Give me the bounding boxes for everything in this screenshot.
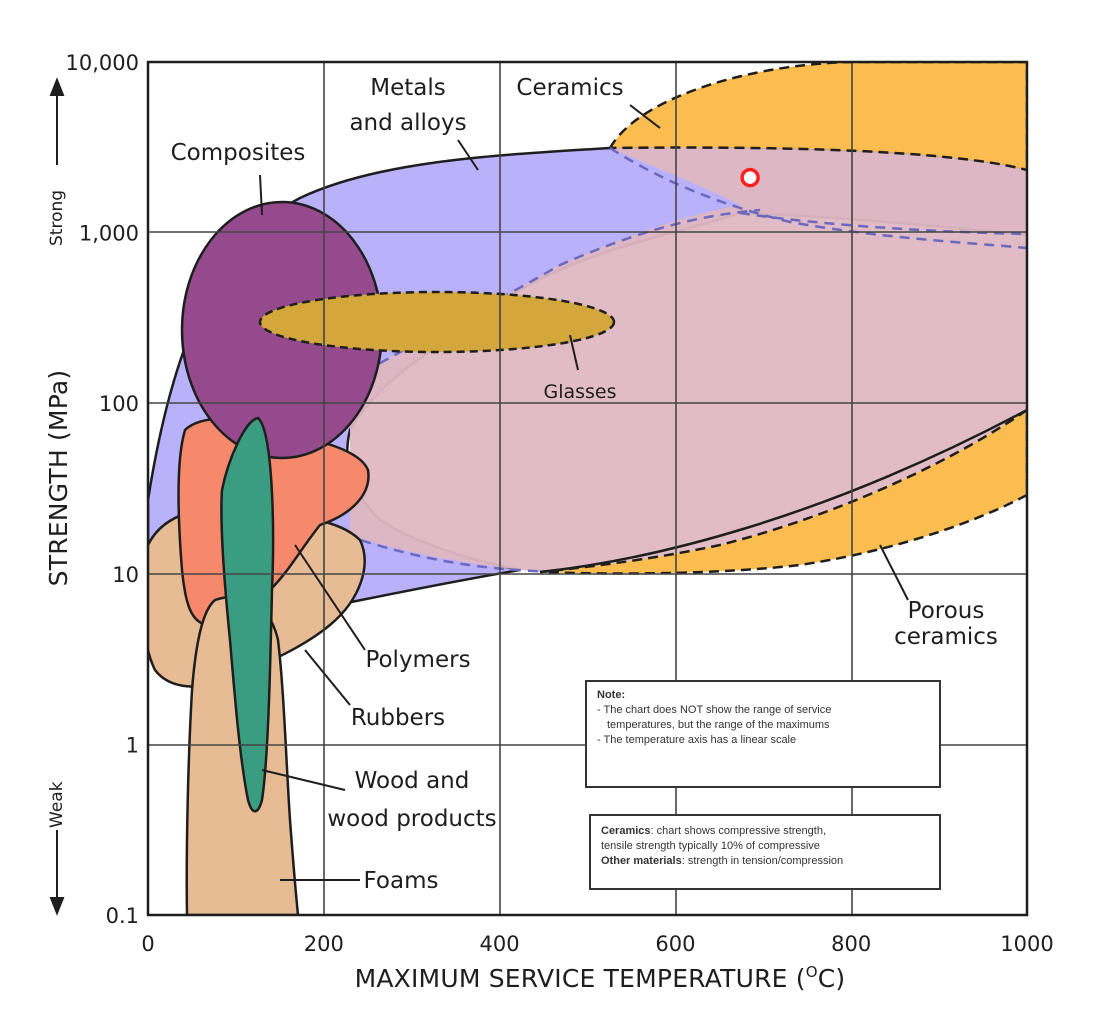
y-tick-label: 10: [112, 563, 139, 587]
x-axis-title-main: MAXIMUM SERVICE TEMPERATURE: [355, 964, 788, 993]
region-label: Glasses: [543, 381, 616, 403]
other-materials-text: : strength in tension/compression: [681, 855, 844, 867]
region-label: Rubbers: [351, 705, 445, 731]
y-side-arrows: [49, 77, 65, 916]
y-tick-label: 0.1: [106, 904, 139, 928]
x-tick-label: 400: [480, 932, 520, 956]
ceramics-note-line-1: Ceramics: chart shows compressive streng…: [601, 824, 929, 839]
highlight-marker: [740, 167, 760, 188]
y-tick-label: 10,000: [66, 51, 139, 75]
x-axis-title: MAXIMUM SERVICE TEMPERATURE (OC): [355, 963, 846, 993]
other-materials-label: Other materials: [601, 855, 682, 867]
region-label: Composites: [171, 140, 306, 166]
note-box: Note: - The chart does NOT show the rang…: [585, 680, 941, 788]
region-label: Polymers: [365, 647, 470, 673]
region-label: Metals: [370, 75, 445, 101]
y-tick-label: 1: [126, 733, 139, 757]
ceramics-note-box: Ceramics: chart shows compressive streng…: [589, 814, 941, 890]
y-side-bottom-label: Weak: [47, 781, 67, 828]
x-tick-label: 1000: [1000, 932, 1053, 956]
region-label: wood products: [327, 806, 496, 832]
region-label: Porous: [908, 598, 985, 624]
note-line-1b: temperatures, but the range of the maxim…: [607, 719, 830, 731]
x-axis-unit-sup: O: [806, 963, 818, 981]
y-side-top-label: Strong: [47, 190, 67, 246]
x-tick-label: 200: [304, 932, 344, 956]
note-line-2: - The temperature axis has a linear scal…: [597, 734, 797, 746]
ceramics-note-text: : chart shows compressive strength,: [650, 825, 827, 837]
region-glasses: [258, 290, 616, 354]
region-label: Ceramics: [516, 75, 623, 101]
y-tick-label: 100: [99, 392, 139, 416]
y-axis-title: STRENGTH (MPa): [44, 370, 73, 587]
x-tick-label: 800: [831, 932, 871, 956]
x-axis-unit-close: C): [818, 964, 846, 993]
note-title: Note:: [597, 689, 626, 701]
region-label: ceramics: [894, 624, 998, 650]
region-label: Wood and: [355, 768, 470, 794]
plot-frame: [146, 60, 1029, 917]
region-overlap: [350, 147, 1027, 572]
note-line-1: - The chart does NOT show the range of s…: [597, 704, 832, 716]
ceramics-note-line-1b: tensile strength typically 10% of compre…: [601, 840, 820, 852]
x-tick-label: 600: [655, 932, 695, 956]
region-label: Foams: [364, 868, 439, 894]
x-tick-label: 0: [141, 932, 154, 956]
region-label: and alloys: [349, 110, 466, 136]
ceramics-note-line-2: Other materials: strength in tension/com…: [601, 854, 929, 869]
ceramics-note-label: Ceramics: [601, 825, 651, 837]
region-wood: [220, 416, 275, 813]
x-axis-unit-open: (: [796, 964, 806, 993]
y-tick-label: 1,000: [79, 222, 139, 246]
